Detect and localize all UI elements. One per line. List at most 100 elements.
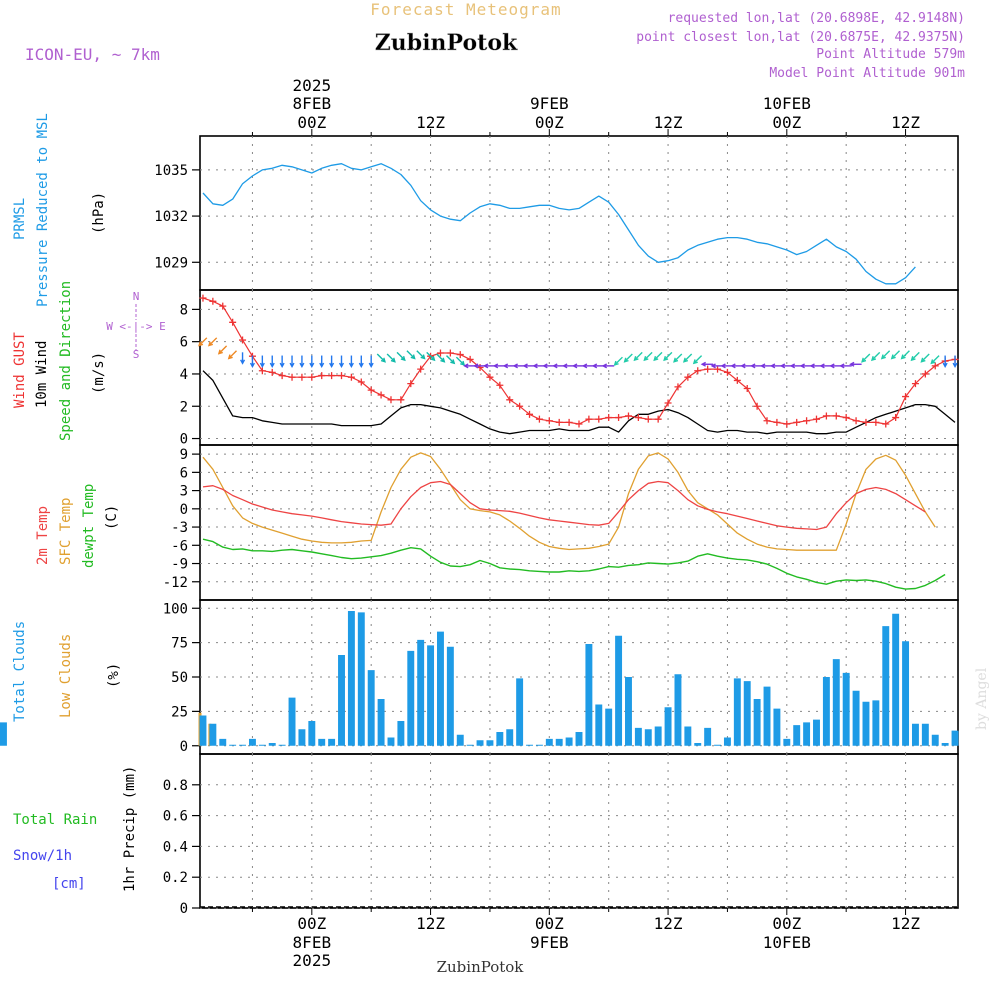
wind-gust-marker [783, 420, 791, 428]
wind-gust-marker [417, 365, 425, 373]
wind-arrow-head [240, 359, 246, 365]
total-cloud-bar [377, 699, 385, 746]
wind-arrow-head [338, 362, 345, 369]
compass-north: N [133, 290, 140, 303]
total-cloud-bar [634, 727, 642, 746]
total-cloud-bar [941, 743, 949, 746]
wind-arrow [446, 355, 455, 364]
wind-arrow-head [532, 363, 538, 369]
wind-arrow [614, 356, 623, 366]
total-cloud-bar [625, 677, 632, 746]
wind-10m-line [202, 370, 956, 435]
wind-arrow-head [952, 362, 958, 369]
wind-gust-marker [219, 302, 227, 310]
wind-gust-marker [436, 349, 444, 357]
footer-station: ZubinPotok [437, 958, 525, 976]
wind-gust-marker [288, 373, 296, 381]
bottom-time-label: 10FEB [763, 933, 811, 952]
wind-arrow-head [512, 363, 518, 369]
station-title: ZubinPotok [375, 30, 518, 56]
total-cloud-bar [199, 715, 207, 746]
wind-arrow-head [613, 360, 619, 366]
wind-gust-label: Wind GUST [12, 332, 28, 408]
wind-gust-marker [674, 383, 682, 391]
total-cloud-bar [575, 732, 583, 746]
wind-gust-marker [535, 415, 543, 423]
wind-gust-marker [486, 373, 494, 381]
wind-arrow-head [198, 341, 204, 347]
wind-arrow-head [552, 363, 558, 369]
total-cloud-bar [714, 744, 722, 746]
wind-arrow-head [700, 361, 706, 367]
wind-arrow-head [740, 363, 746, 369]
wind-arrow-head [643, 356, 649, 362]
bottom-time-label: 12Z [891, 914, 920, 933]
grid-lines [192, 129, 958, 915]
wind-gust-marker [852, 417, 860, 425]
wind-arrow [624, 353, 633, 363]
panel-frame-temp [199, 444, 959, 601]
wind-arrow-head [227, 354, 233, 360]
model-label: ICON-EU, ~ 7km [25, 45, 160, 64]
wind-arrow-head [633, 356, 639, 362]
sfc-temp-line [202, 452, 936, 551]
wind-gust-marker [634, 414, 642, 422]
wind-gust-marker [832, 412, 840, 420]
wind-arrow-head [789, 363, 796, 369]
wind-gust-marker [209, 297, 217, 305]
total-clouds-label: Total Clouds [12, 621, 28, 722]
precip-unit: 1hr Precip (mm) [122, 766, 138, 892]
wind-gust-marker [407, 380, 415, 388]
bottom-time-label: 8FEB [293, 933, 332, 952]
wind-gust-marker [743, 384, 751, 392]
total-cloud-bar [565, 737, 573, 746]
wind-gust-marker [723, 368, 731, 376]
total-cloud-bar [446, 646, 454, 746]
total-cloud-bar [892, 613, 900, 746]
y-tick-label: 100 [163, 601, 188, 617]
wind-arrow-head [482, 363, 489, 369]
wind-arrow-head [601, 363, 608, 369]
point-altitude: Point Altitude 579m [816, 47, 965, 62]
total-cloud-bar [763, 686, 771, 746]
wind-arrow [930, 355, 940, 364]
total-cloud-bar [842, 672, 850, 746]
wind-arrow-head [849, 361, 855, 367]
wind-arrow-head [450, 359, 456, 365]
total-cloud-bar [555, 738, 563, 746]
wind-gust-marker [347, 373, 355, 381]
total-cloud-bar [743, 681, 751, 746]
wind-arrow-head [319, 362, 325, 369]
wind-arrow [376, 353, 386, 363]
wind-arrow-head [819, 363, 825, 369]
total-cloud-bar [723, 737, 731, 746]
total-cloud-bar [288, 697, 296, 746]
wind-arrow-head [581, 363, 588, 369]
rain-label: Total Rain [13, 812, 97, 828]
wind-arrow [386, 353, 396, 363]
wind-unit: (m/s) [91, 352, 107, 394]
wind-arrow [881, 350, 891, 359]
wind-gust-marker [803, 417, 811, 425]
wind-gust-marker [239, 336, 247, 344]
total-cloud-bar [931, 734, 939, 746]
wind-gust-marker [911, 380, 919, 388]
wind-gust-marker [268, 368, 276, 376]
bottom-time-label: 12Z [654, 914, 683, 933]
top-time-label: 8FEB [293, 94, 332, 113]
total-cloud-bar [516, 678, 524, 746]
y-tick-label: 8 [180, 302, 188, 318]
wind-arrow-head [380, 357, 386, 363]
y-tick-label: 0.8 [163, 778, 188, 794]
wind-arrow-head [809, 363, 815, 369]
wind-arrow-head [880, 354, 886, 360]
wind-arrow-head [289, 362, 295, 369]
total-cloud-bar [733, 678, 741, 746]
total-cloud-bar [535, 744, 543, 746]
wind-dir-label: Speed and Direction [58, 281, 74, 441]
wind-arrow-head [368, 362, 374, 369]
wind-arrow-head [463, 363, 469, 369]
wind-arrow-head [269, 362, 275, 369]
wind-gust-marker [229, 318, 237, 326]
total-cloud-bar [347, 611, 355, 746]
